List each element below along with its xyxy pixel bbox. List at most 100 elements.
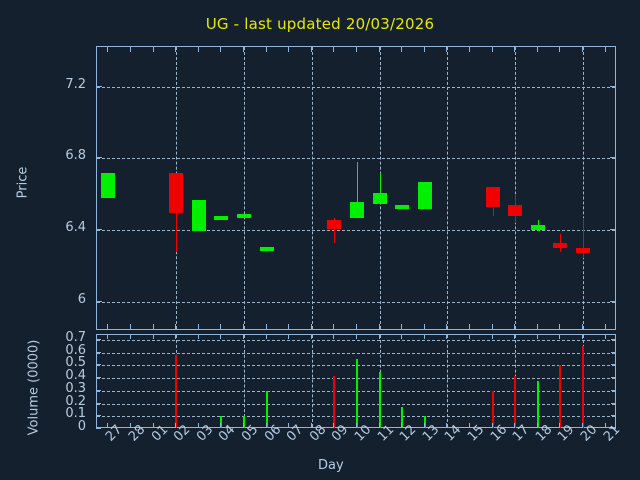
candle-body [418,182,432,209]
volume-tick-label: 0.3 [65,380,86,396]
price-tick-mark [96,301,102,303]
day-tick-mark [604,334,606,339]
day-tick-mark [401,46,403,52]
volume-tick-mark [611,339,616,341]
day-tick-mark [129,46,131,52]
day-tick-mark [446,334,448,339]
candle-body [576,248,590,253]
volume-tick-label: 0.2 [65,393,86,409]
volume-bar [356,359,358,428]
day-tick-mark [423,324,425,330]
price-tick-label: 6 [77,292,86,308]
candle-body [395,205,409,209]
day-tick-mark [559,423,561,428]
day-tick-mark [242,46,244,52]
volume-bar [266,391,268,428]
candle-wick [334,218,335,243]
volume-tick-mark [611,428,616,429]
day-gridline [447,47,448,329]
day-tick-mark [242,334,244,339]
day-gridline [583,47,584,329]
day-tick-mark [107,324,109,330]
price-axis-label: Price [15,166,31,199]
day-tick-mark [559,334,561,339]
day-gridline [244,47,245,329]
volume-bar [514,376,516,428]
day-tick-mark [220,334,222,339]
day-tick-mark [242,423,244,428]
price-plot-area [96,46,616,330]
day-tick-mark [378,334,380,339]
day-tick-mark [107,334,109,339]
day-tick-mark [514,334,516,339]
day-tick-mark [401,324,403,330]
day-tick-mark [333,46,335,52]
day-tick-mark [288,423,290,428]
day-tick-mark [514,423,516,428]
volume-bar [333,376,335,428]
day-tick-mark [469,334,471,339]
volume-tick-mark [611,351,616,353]
day-tick-mark [310,46,312,52]
price-tick-label: 6.4 [65,220,86,236]
day-tick-mark [288,324,290,330]
volume-bar [220,416,222,428]
day-tick-mark [242,324,244,330]
day-tick-mark [152,46,154,52]
candle-body [260,247,274,251]
candle-body [192,200,206,231]
day-tick-mark [129,334,131,339]
volume-tick-label: 0.1 [65,406,86,422]
day-tick-mark [333,324,335,330]
day-tick-mark [536,46,538,52]
volume-tick-mark [96,364,101,366]
x-axis-label: Day [318,458,344,473]
day-tick-mark [220,324,222,330]
day-tick-mark [265,324,267,330]
day-tick-mark [107,423,109,428]
day-tick-mark [604,46,606,52]
day-tick-mark [514,46,516,52]
volume-tick-mark [96,402,101,404]
volume-bar [175,355,177,428]
volume-bar [559,365,561,428]
chart-title: UG - last updated 20/03/2026 [205,15,435,33]
day-tick-mark [582,334,584,339]
candle-body [169,173,183,213]
day-tick-mark [152,334,154,339]
day-tick-mark [129,324,131,330]
day-gridline [312,47,313,329]
candle-wick [357,162,358,218]
price-tick-label: 6.8 [65,148,86,164]
day-tick-mark [265,46,267,52]
day-tick-mark [604,324,606,330]
day-tick-mark [401,423,403,428]
day-tick-mark [446,46,448,52]
day-tick-mark [175,423,177,428]
candle-body [553,243,567,248]
price-tick-mark [610,85,616,87]
volume-tick-mark [611,415,616,417]
day-tick-mark [604,423,606,428]
volume-bar [401,407,403,428]
day-tick-mark [356,324,357,330]
day-tick-mark [446,423,448,428]
day-tick-mark [220,423,222,428]
day-tick-mark [265,423,267,428]
price-tick-mark [610,229,616,231]
day-tick-mark [310,423,312,428]
day-tick-mark [378,324,380,330]
day-tick-mark [536,334,538,339]
volume-bar [379,372,381,428]
day-tick-mark [197,324,199,330]
day-tick-mark [423,334,425,339]
day-tick-mark [288,334,290,339]
day-tick-mark [107,46,109,52]
candle-body [508,205,522,216]
candle-body [373,193,387,204]
candle-body [531,225,545,230]
price-tick-label: 7.2 [65,76,86,92]
day-tick-mark [491,324,493,330]
price-tick-mark [96,157,102,159]
